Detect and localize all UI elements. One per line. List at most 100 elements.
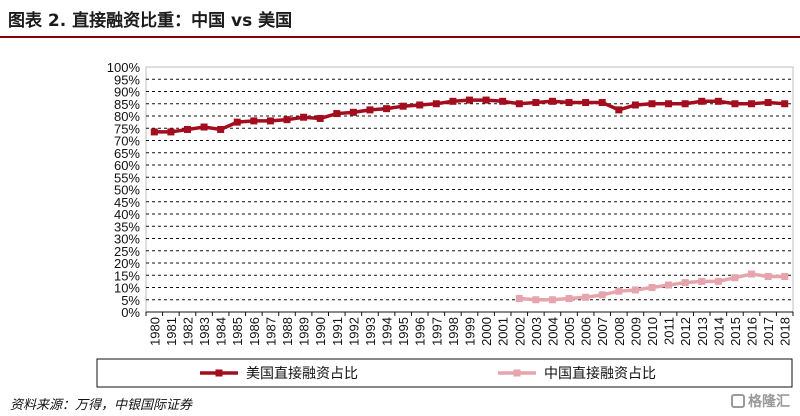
y-tick-label: 40%: [114, 207, 140, 222]
data-point-1: [383, 105, 391, 113]
x-tick-label: 2018: [778, 317, 793, 346]
x-tick-label: 1992: [346, 317, 361, 346]
legend-label-1: 美国直接融资占比: [246, 365, 358, 382]
x-tick-label: 1997: [429, 317, 444, 346]
x-tick-label: 2011: [662, 317, 677, 345]
x-tick-label: 1983: [197, 317, 212, 346]
x-tick-label: 1994: [380, 317, 395, 346]
data-point-1: [366, 106, 374, 114]
data-point-1: [349, 108, 357, 116]
data-point-2: [748, 270, 756, 278]
y-tick-label: 75%: [114, 121, 140, 136]
data-point-1: [698, 97, 706, 105]
data-point-2: [548, 296, 556, 304]
data-point-2: [582, 293, 590, 301]
x-tick-label: 1982: [180, 317, 195, 346]
x-tick-label: 2002: [512, 317, 527, 346]
x-tick-label: 2007: [595, 317, 610, 346]
y-tick-label: 5%: [121, 293, 140, 308]
data-point-1: [466, 96, 473, 104]
data-point-1: [183, 125, 191, 133]
data-point-1: [598, 99, 606, 107]
data-point-1: [283, 116, 291, 124]
y-tick-label: 50%: [114, 183, 140, 198]
chart-title: 图表 2. 直接融资比重：中国 vs 美国: [8, 11, 293, 31]
data-point-2: [565, 295, 573, 303]
data-point-2: [665, 281, 673, 289]
x-tick-label: 2017: [761, 317, 776, 346]
y-tick-label: 65%: [114, 146, 140, 161]
x-tick-label: 2004: [545, 317, 560, 346]
data-point-2: [648, 284, 656, 291]
data-point-1: [333, 110, 341, 118]
data-point-2: [731, 274, 739, 282]
x-tick-label: 2001: [496, 317, 511, 346]
data-point-1: [200, 123, 208, 131]
y-tick-label: 60%: [114, 158, 140, 173]
data-point-1: [582, 99, 590, 107]
y-tick-label: 95%: [114, 72, 140, 87]
data-point-1: [764, 99, 772, 107]
data-point-2: [714, 277, 722, 285]
data-point-1: [316, 114, 324, 122]
data-point-1: [532, 99, 540, 107]
data-point-2: [698, 277, 706, 285]
data-point-1: [399, 102, 407, 110]
data-point-1: [233, 118, 241, 126]
legend: [96, 358, 793, 388]
data-point-1: [499, 97, 507, 105]
data-point-1: [217, 125, 225, 133]
y-tick-label: 25%: [114, 244, 140, 259]
legend-marker-1: [215, 369, 223, 377]
x-tick-label: 2003: [529, 317, 544, 346]
data-point-2: [781, 272, 789, 280]
x-tick-label: 2005: [562, 317, 577, 346]
y-tick-label: 90%: [114, 85, 140, 100]
x-tick-label: 1986: [247, 317, 262, 346]
data-point-1: [665, 100, 673, 108]
x-tick-label: 1985: [230, 317, 245, 346]
x-tick-label: 1984: [214, 317, 229, 346]
x-tick-label: 1998: [446, 317, 461, 346]
data-point-1: [250, 117, 258, 125]
x-tick-label: 2000: [479, 317, 494, 346]
x-tick-label: 1990: [313, 317, 328, 346]
legend-marker-2: [513, 369, 521, 377]
x-tick-label: 1988: [280, 317, 295, 346]
x-tick-label: 1991: [330, 317, 345, 346]
y-tick-label: 10%: [114, 281, 140, 296]
data-point-1: [748, 100, 756, 108]
x-tick-label: 1999: [463, 317, 478, 346]
x-tick-label: 2012: [678, 317, 693, 346]
x-tick-label: 2013: [695, 317, 710, 346]
y-tick-label: 85%: [114, 97, 140, 112]
y-tick-label: 100%: [107, 60, 141, 75]
data-point-1: [781, 100, 789, 108]
data-point-1: [416, 101, 424, 109]
data-point-2: [631, 286, 639, 294]
data-point-1: [631, 101, 639, 109]
data-point-2: [515, 295, 523, 303]
x-tick-label: 1993: [363, 317, 378, 346]
y-tick-label: 80%: [114, 109, 140, 124]
watermark-text: 格隆汇: [748, 394, 790, 410]
data-point-1: [515, 100, 523, 108]
data-point-1: [449, 97, 457, 105]
data-point-1: [648, 100, 656, 108]
y-tick-label: 45%: [114, 195, 140, 210]
legend-label-2: 中国直接融资占比: [544, 365, 656, 382]
data-point-1: [565, 99, 573, 107]
data-point-2: [764, 272, 772, 280]
data-point-2: [598, 291, 606, 299]
x-tick-label: 2008: [612, 317, 627, 346]
x-tick-label: 1989: [297, 317, 312, 346]
y-tick-label: 30%: [114, 232, 140, 247]
y-tick-label: 0%: [121, 305, 140, 320]
data-point-1: [266, 117, 274, 125]
x-tick-label: 2009: [628, 317, 643, 346]
data-point-1: [150, 128, 158, 136]
data-point-2: [615, 287, 623, 295]
data-point-1: [681, 100, 689, 108]
gelonghui-logo-icon: [731, 394, 745, 408]
